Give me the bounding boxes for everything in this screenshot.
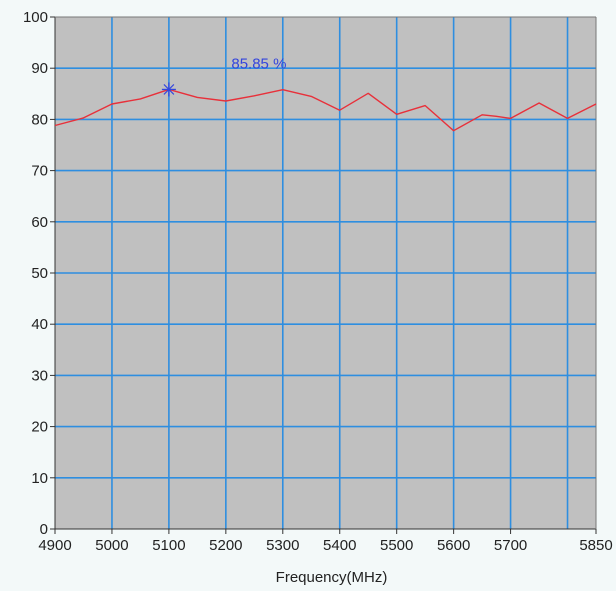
marker-layer: 85.85 % [161,55,286,97]
data-point [225,100,227,102]
data-point [481,114,483,116]
y-tick-label: 70 [31,163,48,180]
data-point [395,113,397,115]
y-tick-label: 0 [40,521,48,538]
x-tick-label: 5400 [323,537,356,554]
data-point [495,115,497,117]
series-layer [54,88,597,132]
y-tick-label: 10 [31,470,48,487]
y-tick-label: 20 [31,419,48,436]
data-point [310,95,312,97]
marker-label: 85.85 % [231,55,286,72]
data-point [82,117,84,119]
data-point [566,117,568,119]
x-tick-label: 5100 [152,537,185,554]
y-tick-label: 50 [31,265,48,282]
y-tick-label: 100 [23,9,48,26]
x-tick-label: 5500 [380,537,413,554]
x-tick-label: 5600 [437,537,470,554]
data-point [282,89,284,91]
data-point [452,129,454,131]
data-point [595,103,597,105]
x-tick-label: 4900 [38,537,71,554]
x-tick-label: 5300 [266,537,299,554]
x-tick-label: 5700 [494,537,527,554]
marker-cross-d2 [163,84,175,95]
data-point [111,103,113,105]
data-point [339,109,341,111]
x-tick-label: 5850 [579,537,612,554]
grid-lines [55,17,596,529]
data-point [139,98,141,100]
y-tick-label: 60 [31,214,48,231]
y-tick-label: 30 [31,367,48,384]
data-point [196,96,198,98]
y-tick-label: 40 [31,316,48,333]
y-tick-label: 80 [31,111,48,128]
y-tick-label: 90 [31,60,48,77]
data-point [253,95,255,97]
data-point [509,117,511,119]
x-tick-label: 5000 [95,537,128,554]
series-line-0 [54,88,597,132]
x-axis-label: Frequency(MHz) [276,569,388,586]
data-point [367,92,369,94]
axes [50,16,597,534]
data-point [424,104,426,106]
tick-labels: 0 10 20 30 40 50 60 70 80 90 100 4900 5000 5100 5200 53… [23,9,613,554]
x-tick-label: 5200 [209,537,242,554]
data-point [538,102,540,104]
data-point [54,124,56,126]
